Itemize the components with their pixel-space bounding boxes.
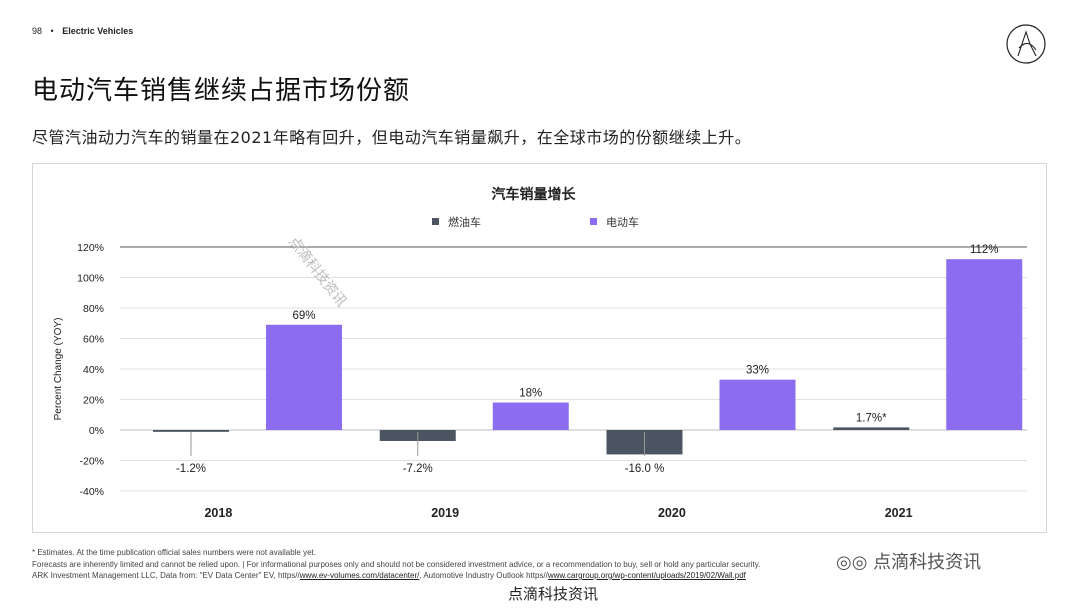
y-axis-label: Percent Change (YOY) <box>53 318 64 421</box>
page-title: 电动汽车销售继续占据市场份额 <box>32 76 411 106</box>
data-label-ice-2021: 1.7%* <box>856 412 887 424</box>
bar-ev-2020 <box>719 379 796 430</box>
x-tick-label-2021: 2021 <box>885 506 913 520</box>
wechat-icon: ◎◎ <box>836 552 874 573</box>
footnote-source: ARK Investment Management LLC, Data from… <box>32 571 746 580</box>
source-prefix: ARK Investment Management LLC, Data from… <box>32 571 300 580</box>
page-subtitle: 尽管汽油动力汽车的销量在2021年略有回升，但电动汽车销量飙升，在全球市场的份额… <box>32 128 752 147</box>
bar-ev-2021 <box>946 259 1023 430</box>
data-label-ev-2021: 112% <box>970 244 999 256</box>
page-header: 98 • Electric Vehicles <box>32 26 133 36</box>
bar-ice-2018 <box>153 430 229 432</box>
wechat-watermark: ◎◎ 点滴科技资讯 <box>836 548 981 574</box>
legend-label-1: 燃油车 <box>448 215 481 229</box>
bar-ev-2018 <box>266 324 342 430</box>
y-tick-label: 0% <box>89 425 104 437</box>
chart-frame <box>32 163 1047 533</box>
footnote-estimates: * Estimates. At the time publication off… <box>32 548 316 557</box>
x-tick-label-2020: 2020 <box>658 506 686 520</box>
legend-swatch-2 <box>590 218 597 225</box>
wechat-watermark-text: 点滴科技资讯 <box>873 552 982 573</box>
data-label-ev-2020: 33% <box>746 365 769 377</box>
y-tick-label: 100% <box>77 273 104 285</box>
data-label-ice-2018: -1.2% <box>176 463 206 475</box>
y-tick-label: 80% <box>83 303 104 315</box>
ark-logo-icon <box>1006 24 1046 64</box>
legend-label-2: 电动车 <box>606 215 639 229</box>
data-label-ev-2018: 69% <box>292 310 315 322</box>
y-tick-label: 20% <box>83 395 104 407</box>
data-label-ev-2019: 18% <box>519 388 542 400</box>
y-tick-label: -20% <box>79 456 104 468</box>
header-bullet: • <box>50 26 54 36</box>
y-tick-label: 120% <box>77 242 104 254</box>
y-tick-label: -40% <box>79 486 104 498</box>
x-tick-label-2018: 2018 <box>204 506 232 520</box>
chart-title: 汽车销量增长 <box>492 186 577 203</box>
y-tick-label: 40% <box>83 364 104 376</box>
bar-ev-2019 <box>492 402 569 430</box>
legend-swatch-1 <box>432 218 439 225</box>
bar-ice-2021 <box>833 427 910 430</box>
footnote-disclaimer: Forecasts are inherently limited and can… <box>32 560 761 569</box>
data-label-ice-2019: -7.2% <box>403 463 433 475</box>
page-number: 98 <box>32 26 43 36</box>
source-middle: , Automotive Industry Outlook https// <box>419 571 548 580</box>
x-tick-label-2019: 2019 <box>431 506 459 520</box>
bottom-watermark: 点滴科技资讯 <box>508 585 599 603</box>
data-label-ice-2020: -16.0 % <box>625 463 665 475</box>
source-link-cargroup[interactable]: www.cargroup.org/wp-content/uploads/2019… <box>547 571 746 580</box>
source-link-ev-volumes[interactable]: www.ev-volumes.com/datacenter/ <box>299 571 420 580</box>
y-tick-label: 60% <box>83 334 104 346</box>
section-name: Electric Vehicles <box>62 26 134 36</box>
